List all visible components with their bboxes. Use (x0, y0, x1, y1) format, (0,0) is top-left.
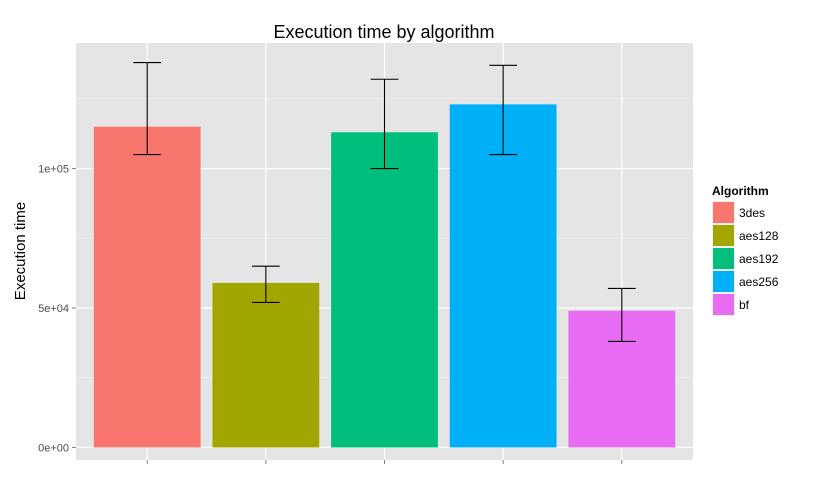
error-bar-3des (133, 61, 162, 156)
error-bars (133, 61, 636, 343)
legend-entry-3des: 3des (712, 201, 765, 224)
legend-swatch (713, 248, 734, 269)
bar-aes128 (212, 282, 320, 448)
legend-swatch (713, 294, 734, 315)
legend-swatch (713, 271, 734, 292)
y-tick-label: 0e+00 (38, 442, 69, 454)
bar-3des (93, 126, 201, 448)
legend: Algorithm 3des aes128 aes192 aes256 bf (712, 184, 779, 316)
chart-title: Execution time by algorithm (273, 22, 494, 42)
legend-entry-aes256: aes256 (712, 270, 779, 293)
y-tick-label: 5e+04 (38, 303, 69, 315)
legend-swatch (713, 202, 734, 223)
y-axis: 0e+00 5e+04 1e+05 (38, 164, 76, 454)
legend-entry-aes128: aes128 (712, 224, 779, 247)
legend-label: aes192 (739, 252, 779, 266)
legend-entry-bf: bf (712, 293, 750, 316)
error-bar-aes192 (370, 78, 399, 170)
legend-label: bf (739, 298, 750, 312)
error-bar-aes128 (251, 265, 280, 303)
y-tick-label: 1e+05 (38, 164, 69, 176)
bars (93, 104, 676, 448)
legend-label: aes128 (739, 229, 779, 243)
error-bar-bf (607, 287, 636, 343)
y-axis-label: Execution time (12, 202, 29, 300)
error-bar-aes256 (489, 64, 518, 156)
legend-title: Algorithm (712, 184, 769, 198)
legend-label: 3des (739, 206, 765, 220)
legend-entry-aes192: aes192 (712, 247, 779, 270)
legend-label: aes256 (739, 275, 779, 289)
bar-aes256 (449, 104, 557, 448)
x-axis (146, 460, 623, 464)
bar-aes192 (331, 132, 438, 448)
legend-swatch (713, 225, 734, 246)
